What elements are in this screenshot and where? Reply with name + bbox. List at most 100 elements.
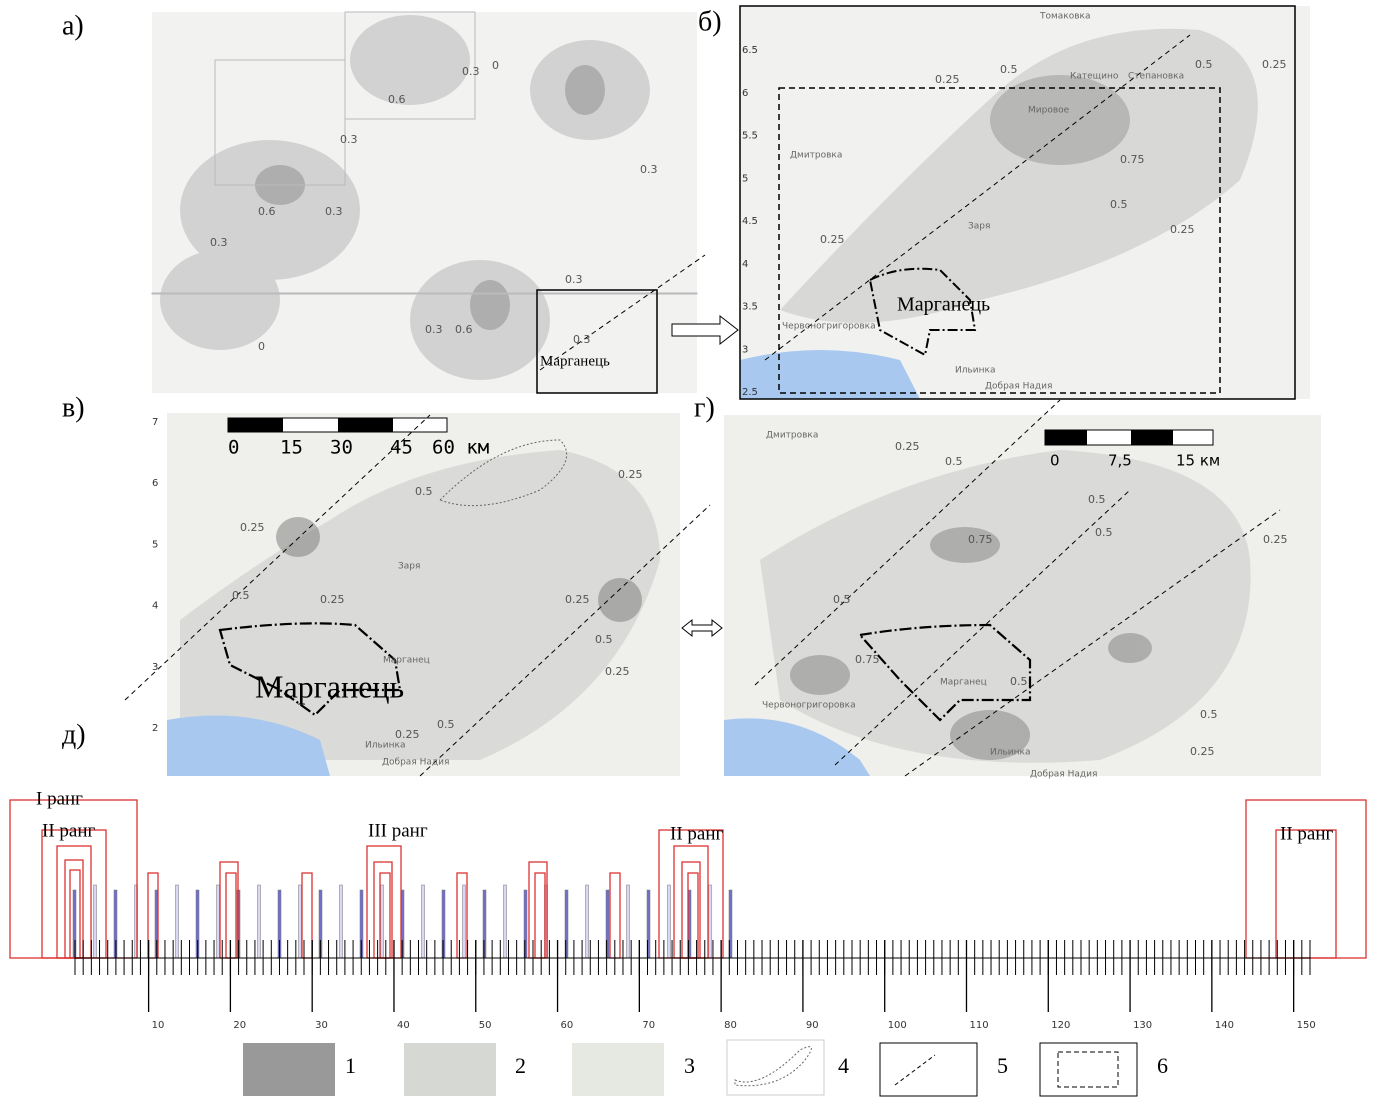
place-label: Заря [968,222,990,232]
profile-bar [503,884,507,959]
y-tick-label: 4.5 [742,216,758,227]
panel-label: б) [698,6,722,37]
contour-label: 0.5 [1088,493,1106,506]
profile-bar [708,884,712,959]
map-d [724,415,1321,776]
x-tick-label: 120 [1051,1020,1070,1031]
panel-label: а) [62,10,84,41]
profile-bar [462,884,466,959]
place-label: Ильинка [955,366,995,376]
contour-label: 0.3 [425,323,443,336]
y-tick-label: 2 [152,723,158,734]
place-label: Дмитровка [766,431,818,441]
scale-label: 0 [1050,452,1060,470]
place-label: Добрая Надия [1030,770,1097,780]
contour-label: 0.6 [388,93,406,106]
place-label: Добрая Надия [382,758,449,768]
contour-label: 0.25 [820,233,845,246]
place-label: Мировое [1028,106,1070,116]
profile-bar [585,884,589,959]
profile-bar [667,884,671,959]
contour-label: 0.25 [565,593,590,606]
x-tick-label: 80 [724,1020,737,1031]
map-c [167,413,680,776]
rank-label: III ранг [368,820,428,841]
place-label: Дмитровка [790,151,842,161]
contour-label: 0.3 [462,65,480,78]
y-tick-label: 3 [152,662,158,673]
contour-label: 0.25 [240,521,265,534]
place-label: Ильинка [365,741,405,751]
place-label: Заря [398,562,420,572]
contour-label: 0.3 [340,133,358,146]
contour-label: 0.5 [415,485,433,498]
scale-label: 15 км [1176,452,1220,470]
contour-label: 0.25 [1170,223,1195,236]
x-tick-label: 140 [1215,1020,1234,1031]
legend-label: 3 [684,1053,695,1078]
y-tick-label: 5 [742,173,748,184]
legend-label: 2 [515,1053,526,1078]
scale-label: 7,5 [1108,452,1132,470]
contour-label: 0.5 [595,633,613,646]
y-tick-label: 6.5 [742,45,758,56]
map-a [152,12,697,393]
contour-label: 0.5 [945,455,963,468]
contour-label: 0 [492,59,499,72]
x-tick-label: 20 [233,1020,246,1031]
scale-label: 0 [228,437,239,459]
contour-label: 0.25 [395,728,420,741]
contour-label: 0.5 [232,589,250,602]
contour-label: 0.5 [1110,198,1128,211]
profile-bar [175,884,179,959]
y-tick-label: 5 [152,539,158,550]
x-tick-label: 150 [1297,1020,1316,1031]
legend-label: 4 [838,1053,849,1078]
contour-label: 0.5 [437,718,455,731]
scale-label: 45 [390,437,413,459]
profile-bar [93,884,97,959]
town-label: Марганець [255,668,404,704]
place-label: Томаковка [1039,12,1091,22]
y-tick-label: 3 [742,344,748,355]
panel-label: в) [62,392,85,423]
place-label: Ильинка [990,748,1030,758]
contour-label: 0.3 [325,205,343,218]
scale-label: 60 км [432,437,489,459]
place-label: Катещино [1070,72,1119,82]
profile-bar [380,884,384,959]
profile-bar [216,884,220,959]
x-tick-label: 60 [561,1020,574,1031]
x-tick-label: 30 [315,1020,328,1031]
rank-box [301,872,313,959]
x-tick-label: 100 [888,1020,907,1031]
contour-label: 0.5 [1195,58,1213,71]
y-tick-label: 5.5 [742,131,758,142]
contour-label: 0.5 [1010,675,1028,688]
profile-bar [298,884,302,959]
contour-label: 0.25 [1263,533,1288,546]
contour-label: 0.3 [565,273,583,286]
y-tick-label: 4 [742,259,748,270]
place-label: Червоногригоровка [782,322,876,332]
legend-label: 5 [997,1053,1008,1078]
y-tick-label: 6 [742,88,748,99]
contour-label: 0 [258,340,265,353]
rank-box [534,872,546,959]
contour-label: 0.25 [618,468,643,481]
contour-label: 0.5 [1000,63,1018,76]
x-tick-label: 110 [969,1020,988,1031]
place-label: Марганец [940,678,987,688]
contour-label: 0.75 [855,653,880,666]
legend-label: 1 [345,1053,356,1078]
rank-box [1275,829,1337,959]
rank-label: II ранг [1280,823,1334,844]
contour-label: 0.3 [210,236,228,249]
contour-label: 0.6 [258,205,276,218]
x-tick-label: 90 [806,1020,819,1031]
contour-label: 0.25 [1262,58,1287,71]
contour-label: 0.25 [935,73,960,86]
contour-label: 0.3 [640,163,658,176]
contour-label: 0.25 [1190,745,1215,758]
